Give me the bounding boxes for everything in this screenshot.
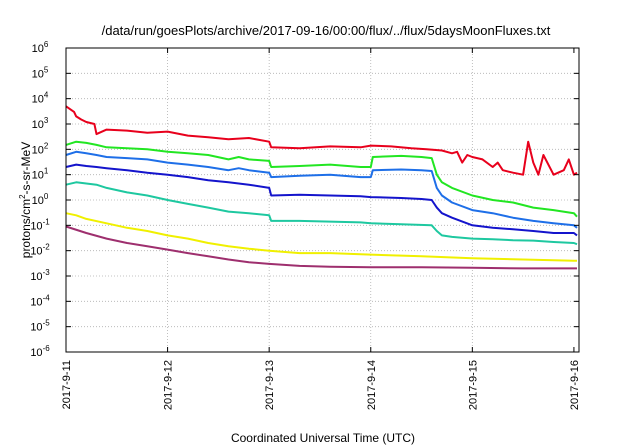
y-axis-label-base: protons/cm: [19, 199, 33, 258]
y-tick-label-12: 106: [32, 40, 49, 55]
y-tick-exp: -3: [43, 268, 51, 277]
y-tick-label-0: 10-6: [30, 344, 50, 359]
y-tick-base: 10: [32, 94, 44, 106]
plot-frame: [65, 47, 580, 353]
grid: [66, 48, 579, 352]
x-axis-ticks: 2017-9-11 2017-9-12 2017-9-13 2017-9-14 2017…: [61, 48, 581, 410]
x-tick-label-4: 2017-9-15: [467, 360, 479, 410]
y-tick-base: 10: [30, 246, 42, 258]
x-tick-label-5: 2017-9-16: [569, 360, 581, 410]
y-tick-label-2: 10-4: [30, 293, 50, 308]
y-tick-label-8: 102: [32, 141, 49, 156]
x-tick-label-3: 2017-9-14: [366, 360, 378, 410]
y-tick-label-6: 100: [32, 192, 49, 207]
y-tick-label-5: 10-1: [30, 217, 50, 232]
y-tick-base: 10: [32, 43, 44, 55]
y-axis-label-sup: 2: [18, 194, 27, 199]
y-tick-base: 10: [32, 68, 44, 80]
y-tick-base: 10: [32, 195, 44, 207]
x-tick-label-2: 2017-9-13: [264, 360, 276, 410]
series-line-4: [65, 181, 578, 246]
y-tick-base: 10: [30, 271, 42, 283]
y-tick-base: 10: [32, 144, 44, 156]
y-tick-label-3: 10-3: [30, 268, 50, 283]
series-line-0: [65, 105, 578, 176]
y-tick-base: 10: [32, 170, 44, 182]
x-tick-label-1: 2017-9-12: [163, 360, 175, 410]
series-line-5: [65, 212, 577, 262]
y-tick-exp: -1: [43, 217, 51, 226]
y-tick-base: 10: [30, 220, 42, 232]
y-tick-exp: -4: [43, 293, 51, 302]
x-axis-label: Coordinated Universal Time (UTC): [231, 431, 415, 445]
y-tick-exp: 5: [44, 65, 49, 74]
series-line-2: [65, 150, 578, 229]
y-tick-exp: 2: [44, 141, 49, 150]
series-line-1: [65, 140, 578, 218]
y-tick-exp: -5: [43, 319, 51, 328]
y-tick-exp: 6: [44, 40, 49, 49]
series-layer: [65, 105, 578, 270]
y-tick-exp: 3: [44, 116, 49, 125]
y-tick-label-11: 105: [32, 65, 49, 80]
y-tick-label-1: 10-5: [30, 319, 50, 334]
y-tick-exp: -6: [43, 344, 51, 353]
y-tick-label-7: 101: [32, 167, 49, 182]
y-tick-label-9: 103: [32, 116, 49, 131]
y-tick-label-4: 10-2: [30, 243, 50, 258]
y-axis-label-rest: -s-sr-MeV: [19, 142, 33, 195]
y-tick-base: 10: [30, 347, 42, 359]
y-tick-exp: -2: [43, 243, 51, 252]
series-line-6: [65, 225, 577, 270]
y-tick-exp: 0: [44, 192, 49, 201]
y-tick-base: 10: [32, 119, 44, 131]
x-tick-label-0: 2017-9-11: [61, 360, 73, 409]
y-tick-label-10: 104: [32, 91, 49, 106]
y-tick-exp: 4: [44, 91, 49, 100]
y-axis-label: protons/cm2-s-sr-MeV: [18, 142, 33, 258]
y-tick-exp: 1: [44, 167, 49, 176]
y-tick-base: 10: [30, 322, 42, 334]
series-line-3: [65, 163, 578, 237]
chart-title: /data/run/goesPlots/archive/2017-09-16/0…: [102, 23, 551, 38]
y-tick-base: 10: [30, 296, 42, 308]
y-axis-ticks: 10-610-510-410-310-210-11001011021031041…: [30, 40, 579, 359]
